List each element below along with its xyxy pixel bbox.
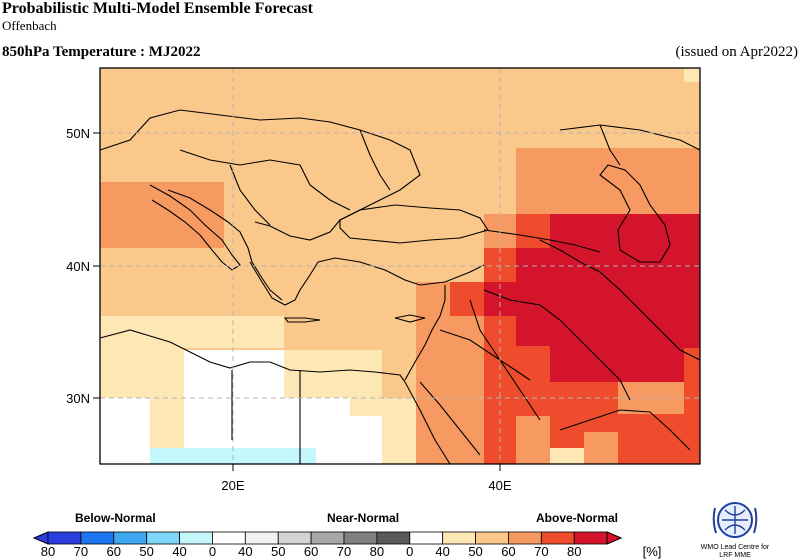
- legend-tick-label: 0: [406, 544, 413, 559]
- cell-above-70: [450, 282, 484, 316]
- cell-light: [150, 316, 284, 348]
- cell-above-80: [550, 346, 684, 382]
- cell-above-40: [550, 448, 584, 464]
- wmo-caption: WMO Lead Centre for LRF MME: [700, 544, 770, 560]
- legend-swatch: [146, 531, 180, 545]
- legend-tick-label: 60: [107, 544, 121, 559]
- legend-tick-label: 80: [370, 544, 384, 559]
- lat-label: 40N: [66, 259, 90, 274]
- lat-label: 50N: [66, 126, 90, 141]
- wmo-caption-line1: WMO Lead Centre for: [700, 544, 770, 551]
- wmo-caption-line2: LRF MME: [719, 552, 751, 559]
- below-normal-label: Below-Normal: [75, 511, 156, 525]
- lat-label: 30N: [66, 391, 90, 406]
- lon-label: 20E: [221, 478, 244, 493]
- legend-tick-label: 50: [271, 544, 285, 559]
- cell-light: [284, 350, 382, 398]
- cell-white: [350, 416, 382, 464]
- above-normal-label: Above-Normal: [536, 511, 619, 525]
- legend-tick-label: 70: [337, 544, 351, 559]
- cell-white: [100, 398, 150, 464]
- legend-swatch: [113, 531, 148, 545]
- legend-swatch: [179, 531, 213, 545]
- legend-arrow-left: [32, 531, 49, 545]
- legend-swatch: [409, 531, 444, 545]
- legend-tick-label: 70: [534, 544, 548, 559]
- cell-above-60: [584, 432, 618, 464]
- legend-tick-label: 50: [139, 544, 153, 559]
- legend-tick-label: 80: [41, 544, 55, 559]
- legend-swatch: [442, 531, 476, 545]
- legend-swatch: [47, 531, 82, 545]
- legend-colorbar: [32, 531, 623, 545]
- cell-above-80: [484, 282, 684, 316]
- cell-light: [684, 68, 700, 82]
- legend-swatch: [277, 531, 312, 545]
- legend-swatch: [508, 531, 542, 545]
- legend-unit: [%]: [643, 544, 662, 559]
- center-name: Offenbach: [2, 18, 57, 33]
- legend-tick-label: 60: [304, 544, 318, 559]
- legend-swatch: [343, 531, 378, 545]
- probability-cells: [100, 68, 700, 464]
- grid: [100, 68, 700, 464]
- legend-tick-label: 0: [209, 544, 216, 559]
- legend-swatch: [310, 531, 345, 545]
- legend-tick-label: 80: [567, 544, 581, 559]
- legend-arrow-right: [606, 531, 623, 545]
- variable-title: 850hPa Temperature : MJ2022: [2, 44, 201, 60]
- legend-ticks: 80 70 60 50 40 0 40 50 60 70 80 0 40 50 60 70 80: [41, 544, 582, 559]
- forecast-title: Probabilistic Multi-Model Ensemble Forec…: [2, 0, 313, 17]
- wmo-logo: [712, 502, 758, 538]
- legend-swatch: [212, 531, 246, 545]
- cell-above-60: [100, 182, 224, 248]
- legend-tick-label: 70: [74, 544, 88, 559]
- near-normal-label: Near-Normal: [327, 511, 400, 525]
- legend-swatch: [376, 531, 411, 545]
- legend-swatch: [475, 531, 509, 545]
- legend-tick-label: 40: [238, 544, 252, 559]
- legend-swatch: [80, 531, 115, 545]
- legend-tick-label: 40: [435, 544, 449, 559]
- cell-above-60: [516, 416, 550, 464]
- legend-tick-label: 40: [172, 544, 186, 559]
- legend-tick-label: 60: [501, 544, 515, 559]
- legend-tick-label: 50: [468, 544, 482, 559]
- legend-swatch: [573, 531, 608, 545]
- lon-label: 40E: [488, 478, 511, 493]
- legend-swatch: [540, 531, 575, 545]
- cell-white: [184, 350, 284, 464]
- issued-date: (issued on Apr2022): [675, 44, 799, 60]
- legend-swatch: [244, 531, 279, 545]
